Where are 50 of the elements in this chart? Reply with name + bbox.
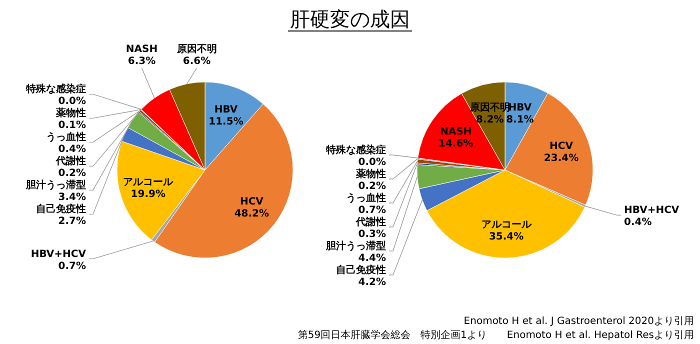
slice-label: HBV: [508, 102, 532, 114]
data-label: 0.7%: [58, 260, 86, 272]
slice-label: アルコール: [123, 177, 174, 188]
text: 肝硬変の成因: [290, 7, 410, 31]
text: 0.0%: [358, 157, 386, 168]
slice-label: HBV: [214, 104, 238, 116]
data-label: 6.6%: [182, 56, 211, 67]
slice-label: 薬物性: [355, 168, 386, 180]
data-label: 0.2%: [358, 181, 386, 192]
slice-label: 代謝性: [355, 216, 386, 228]
slice-label: アルコール: [481, 219, 532, 230]
slice-label: うっ血性: [46, 131, 86, 144]
slice-label: うっ血性: [346, 192, 386, 204]
legend-label: 特殊な感染症: [325, 144, 386, 156]
data-label: 11.5%: [208, 116, 244, 128]
text: 0.0%: [58, 96, 86, 108]
data-label: 35.4%: [488, 231, 524, 242]
data-label: 48.2%: [234, 208, 270, 220]
data-label: 0.4%: [58, 144, 86, 156]
slice-label: 自己免疫性: [36, 203, 86, 216]
slice-label: 胆汁うっ滞型: [25, 179, 86, 192]
slice-label: HCV: [240, 196, 264, 208]
slice-label: NASH: [126, 44, 158, 55]
data-label: 4.4%: [358, 253, 386, 264]
data-label: 0.7%: [358, 205, 386, 216]
data-label: 0.2%: [58, 168, 86, 180]
slice-label: HCV: [550, 141, 574, 152]
slice-label: NASH: [440, 126, 472, 138]
category-label: 特殊な感染症: [26, 84, 86, 96]
data-label: 0.3%: [358, 229, 386, 240]
slice-label: 自己免疫性: [336, 264, 386, 276]
data-label: 4.2%: [358, 277, 386, 288]
slice-label: 薬物性: [55, 107, 86, 120]
data-label: 8.2%: [476, 114, 504, 126]
data-label: 8.1%: [506, 114, 534, 126]
text: Enomoto H et al. J Gastroenterol 2020より引用: [464, 316, 694, 327]
text: 第59回日本肝臓学会総会 特別企画1より Enomoto H et al. Hepatol Resより引用: [298, 329, 694, 341]
data-label: 23.4%: [544, 153, 579, 164]
slice-label: 原因不明: [176, 43, 217, 55]
slice-label: HBV+HCV: [624, 205, 680, 216]
slice-label: 胆汁うっ滞型: [325, 240, 386, 252]
data-label: 6.3%: [128, 56, 156, 67]
data-label: 0.1%: [58, 120, 86, 132]
data-label: 2.7%: [58, 216, 86, 228]
slice-label: 代謝性: [55, 155, 86, 168]
data-label: 14.6%: [438, 138, 474, 150]
slice-label: HBV+HCV: [30, 248, 86, 260]
data-label: 19.9%: [130, 189, 166, 200]
data-label: 0.4%: [624, 217, 652, 228]
data-label: 3.4%: [58, 192, 86, 204]
